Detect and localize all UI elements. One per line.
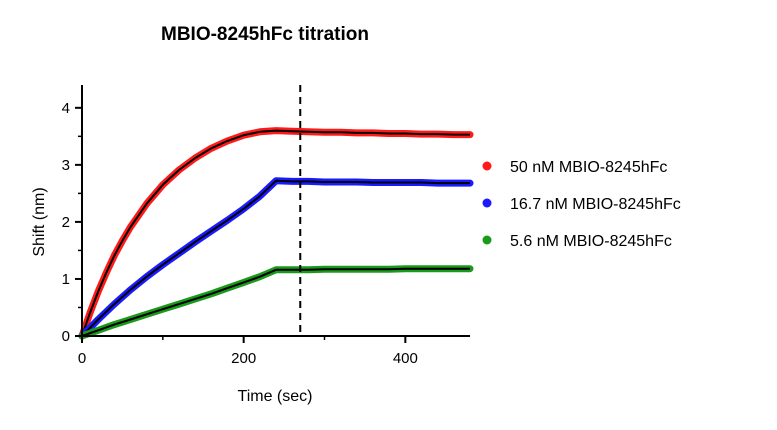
y-tick-label: 0 — [62, 328, 70, 345]
x-axis-label: Time (sec) — [238, 388, 313, 405]
legend-marker-1 — [482, 198, 492, 208]
plot-area: 0 1 2 3 4 0 200 400 — [62, 85, 474, 367]
legend-marker-2 — [482, 235, 492, 245]
series-fit-line-2 — [81, 267, 470, 337]
y-tick-label: 1 — [62, 271, 70, 288]
x-tick-label: 0 — [78, 350, 86, 367]
series-fit-line-0 — [81, 129, 470, 337]
x-tick-label: 200 — [231, 350, 256, 367]
legend: 50 nM MBIO-8245hFc 16.7 nM MBIO-8245hFc 5.… — [482, 159, 681, 250]
series-fit-line-1 — [81, 179, 470, 337]
y-tick-label: 2 — [62, 214, 70, 231]
series-layer — [78, 127, 474, 340]
y-axis-label: Shift (nm) — [31, 187, 48, 256]
legend-label-1: 16.7 nM MBIO-8245hFc — [510, 196, 681, 213]
legend-marker-0 — [482, 161, 492, 171]
series-data-line-0 — [78, 127, 474, 340]
ticks-layer: 0 1 2 3 4 0 200 400 — [62, 100, 418, 367]
legend-label-0: 50 nM MBIO-8245hFc — [510, 159, 667, 176]
y-tick-label: 4 — [62, 100, 70, 117]
legend-label-2: 5.6 nM MBIO-8245hFc — [510, 233, 672, 250]
y-tick-label: 3 — [62, 157, 70, 174]
chart-title: MBIO-8245hFc titration — [161, 24, 369, 45]
x-tick-label: 400 — [393, 350, 418, 367]
